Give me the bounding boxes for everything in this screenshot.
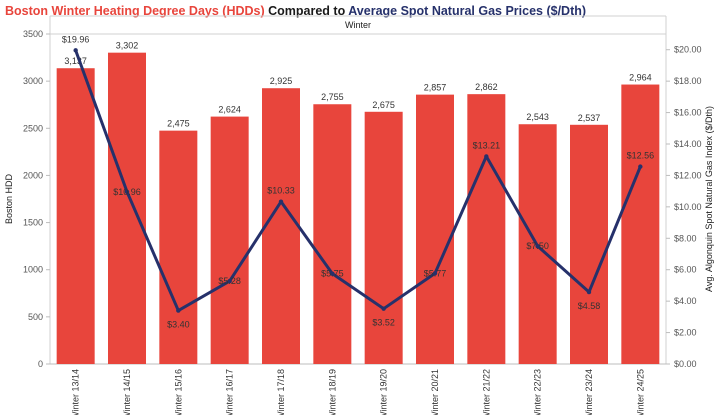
- price-point: [330, 271, 335, 276]
- category-label: Winter 23/24: [584, 369, 594, 415]
- title-price-part: Average Spot Natural Gas Prices ($/Dth): [348, 4, 587, 18]
- price-label: $4.58: [578, 301, 601, 311]
- category-label: Winter 17/18: [276, 369, 286, 415]
- left-y-axis: 0 500 1000 1500 2000 2500 3000 3500: [23, 29, 50, 369]
- price-label: $5.28: [218, 276, 241, 286]
- price-label: $3.40: [167, 320, 190, 330]
- price-point: [638, 164, 643, 169]
- right-tick-label: $2.00: [674, 328, 697, 338]
- title-hdd-part: Boston Winter Heating Degree Days (HDDs): [5, 4, 265, 18]
- price-label: $10.33: [267, 186, 295, 196]
- hdd-bar-label: 2,925: [270, 76, 293, 86]
- price-label: $5.75: [321, 269, 344, 279]
- hdd-bar: [262, 88, 300, 364]
- price-point: [124, 189, 130, 194]
- price-label: $10.96: [113, 187, 141, 197]
- hdd-bar-label: 3,302: [116, 41, 139, 51]
- price-point: [432, 271, 438, 276]
- column-header: Winter: [345, 20, 371, 30]
- hdd-bar: [108, 52, 146, 364]
- right-tick-label: $20.00: [674, 45, 702, 55]
- hdd-bar-label: 2,755: [321, 92, 344, 102]
- price-label: $12.56: [627, 151, 655, 161]
- right-tick-label: $12.00: [674, 170, 702, 180]
- price-label: $3.52: [372, 318, 395, 328]
- left-tick-label: 0: [38, 359, 43, 369]
- price-line: [74, 49, 642, 313]
- hdd-bar-label: 2,543: [526, 112, 549, 122]
- left-tick-label: 3000: [23, 76, 43, 86]
- price-value-labels: $19.96 $10.96 $3.40 $5.28 $10.33 $5.75 $3.52 $5…: [62, 34, 654, 329]
- right-tick-label: $16.00: [674, 108, 702, 118]
- chart-frame: [49, 15, 667, 365]
- right-tick-label: $10.00: [674, 202, 702, 212]
- bar-value-labels: 3,137 3,302 2,475 2,624 2,925 2,755 2,675 2,857…: [64, 41, 651, 129]
- price-point: [535, 243, 540, 249]
- hdd-bar: [56, 68, 95, 365]
- left-tick-label: 1500: [23, 218, 43, 228]
- left-tick-label: 2500: [23, 123, 43, 133]
- category-label: Winter 15/16: [173, 369, 183, 415]
- price-line-series: [73, 48, 643, 313]
- hdd-bar: [416, 94, 454, 364]
- hdd-bar: [210, 116, 249, 364]
- category-label: Winter 20/21: [430, 369, 440, 415]
- right-tick-label: $8.00: [674, 233, 697, 243]
- price-point: [586, 289, 592, 295]
- chart-title: Boston Winter Heating Degree Days (HDDs)…: [5, 4, 586, 18]
- price-label: $7.50: [526, 241, 549, 251]
- hdd-bar-label: 2,624: [218, 105, 241, 115]
- price-point: [484, 154, 489, 159]
- price-label: $19.96: [62, 34, 90, 44]
- hdd-bar-label: 2,537: [578, 113, 601, 123]
- right-tick-label: $18.00: [674, 76, 702, 86]
- left-axis-title: Boston HDD: [4, 173, 14, 224]
- price-label: $13.21: [473, 140, 501, 150]
- right-tick-label: $6.00: [674, 265, 697, 275]
- right-y-axis: $0.00 $2.00 $4.00 $6.00 $8.00 $10.00 $12.00 $14…: [666, 45, 702, 369]
- hdd-bar: [467, 94, 506, 364]
- hdd-bar: [313, 104, 352, 364]
- category-label: Winter 13/14: [71, 369, 81, 415]
- hdd-bar: [159, 130, 198, 364]
- title-connector: Compared to: [264, 4, 349, 18]
- right-tick-label: $0.00: [674, 359, 697, 369]
- left-tick-label: 2000: [23, 170, 43, 180]
- category-label: Winter 14/15: [122, 369, 132, 415]
- price-point: [176, 308, 181, 313]
- right-axis-title: Avg. Algonquin Spot Natural Gas Index ($…: [704, 106, 714, 292]
- bar-series: [56, 52, 660, 365]
- hdd-bar-label: 2,675: [372, 100, 395, 110]
- category-label: Winter 18/19: [327, 369, 337, 415]
- price-label: $5.77: [424, 268, 447, 278]
- price-point: [73, 48, 78, 53]
- hdd-bar-label: 2,964: [629, 73, 652, 83]
- hdd-bar: [364, 111, 403, 365]
- right-tick-label: $14.00: [674, 139, 702, 149]
- category-label: Winter 21/22: [481, 369, 491, 415]
- price-point: [227, 278, 232, 284]
- category-label: Winter 24/25: [635, 369, 645, 415]
- category-label: Winter 19/20: [379, 369, 389, 415]
- hdd-bar-label: 2,857: [424, 83, 447, 93]
- hdd-bar-label: 3,137: [64, 56, 87, 66]
- x-axis-categories: Winter 13/14 Winter 14/15 Winter 15/16 Wint…: [71, 369, 646, 415]
- price-point: [278, 199, 284, 204]
- left-tick-label: 1000: [23, 265, 43, 275]
- category-label: Winter 16/17: [225, 369, 235, 415]
- hdd-bar: [621, 84, 660, 364]
- hdd-bar-label: 2,475: [167, 119, 190, 129]
- hdd-bar: [570, 124, 608, 364]
- left-tick-label: 3500: [23, 29, 43, 39]
- price-point: [381, 306, 386, 311]
- left-tick-label: 500: [28, 312, 43, 322]
- category-label: Winter 22/23: [533, 369, 543, 415]
- right-tick-label: $4.00: [674, 296, 697, 306]
- hdd-bar-label: 2,862: [475, 82, 498, 92]
